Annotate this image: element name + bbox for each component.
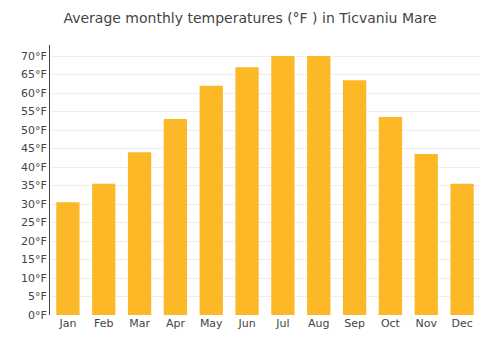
svg-text:0°F: 0°F xyxy=(28,309,47,322)
svg-text:60°F: 60°F xyxy=(21,87,47,100)
svg-text:5°F: 5°F xyxy=(28,290,47,303)
svg-text:40°F: 40°F xyxy=(21,161,47,174)
svg-text:Feb: Feb xyxy=(94,317,113,330)
svg-text:Average monthly temperatures (: Average monthly temperatures (°F ) in Ti… xyxy=(63,10,436,26)
svg-text:25°F: 25°F xyxy=(21,216,47,229)
svg-text:30°F: 30°F xyxy=(21,198,47,211)
svg-text:Aug: Aug xyxy=(308,317,329,330)
svg-text:Jul: Jul xyxy=(275,317,289,330)
svg-text:10°F: 10°F xyxy=(21,272,47,285)
svg-text:Oct: Oct xyxy=(381,317,401,330)
svg-text:Nov: Nov xyxy=(416,317,438,330)
svg-text:Mar: Mar xyxy=(129,317,150,330)
svg-text:65°F: 65°F xyxy=(21,68,47,81)
svg-text:Apr: Apr xyxy=(166,317,186,330)
svg-text:35°F: 35°F xyxy=(21,179,47,192)
svg-text:Jun: Jun xyxy=(237,317,255,330)
svg-text:Dec: Dec xyxy=(451,317,472,330)
svg-text:50°F: 50°F xyxy=(21,124,47,137)
svg-text:55°F: 55°F xyxy=(21,105,47,118)
svg-text:20°F: 20°F xyxy=(21,235,47,248)
svg-text:Jan: Jan xyxy=(58,317,76,330)
svg-text:May: May xyxy=(200,317,223,330)
svg-text:45°F: 45°F xyxy=(21,142,47,155)
svg-text:70°F: 70°F xyxy=(21,50,47,63)
svg-text:15°F: 15°F xyxy=(21,253,47,266)
svg-text:Sep: Sep xyxy=(344,317,365,330)
